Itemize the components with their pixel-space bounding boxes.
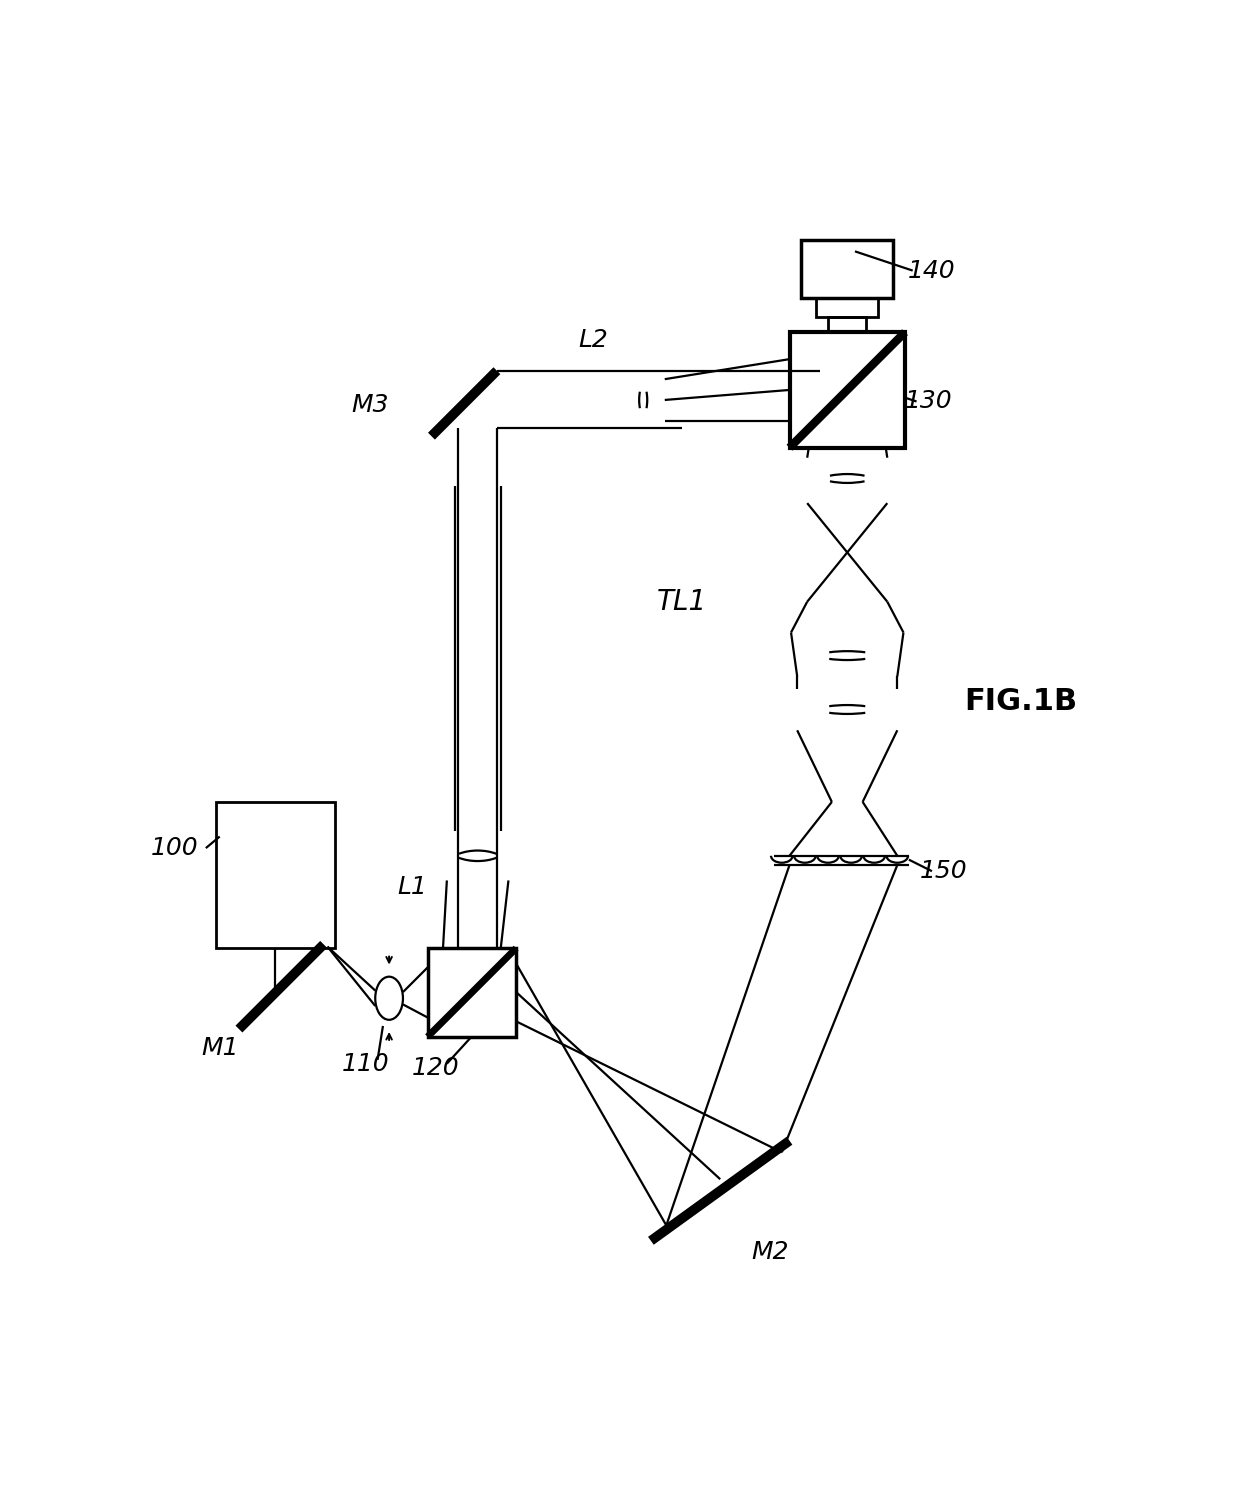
Text: 130: 130 xyxy=(904,389,952,413)
Text: TL1: TL1 xyxy=(657,588,707,616)
Text: L1: L1 xyxy=(397,875,427,898)
Bar xyxy=(790,333,905,447)
Text: 120: 120 xyxy=(412,1056,459,1080)
Text: M1: M1 xyxy=(201,1037,238,1060)
Bar xyxy=(801,239,894,297)
Text: L2: L2 xyxy=(578,328,608,352)
Text: 100: 100 xyxy=(150,836,198,860)
Text: FIG.1B: FIG.1B xyxy=(963,688,1078,716)
Text: M3: M3 xyxy=(351,394,388,417)
Text: 140: 140 xyxy=(908,258,956,282)
Bar xyxy=(816,297,878,316)
Bar xyxy=(216,802,335,949)
Text: 150: 150 xyxy=(920,860,967,884)
Text: 110: 110 xyxy=(342,1051,389,1075)
Bar xyxy=(428,949,516,1037)
Text: M2: M2 xyxy=(751,1240,789,1264)
Bar xyxy=(828,316,867,331)
